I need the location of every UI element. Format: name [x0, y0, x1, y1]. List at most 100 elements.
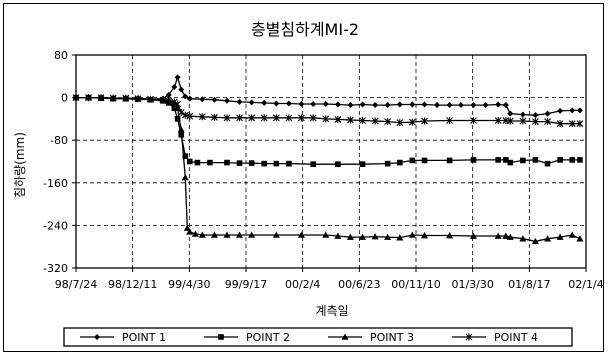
y-tick-label: -320 [43, 262, 68, 275]
data-point [371, 117, 379, 125]
data-point [576, 235, 584, 242]
data-point [384, 102, 391, 109]
data-point [109, 94, 117, 102]
data-point [544, 235, 552, 242]
data-point [260, 114, 268, 122]
data-point [506, 233, 514, 240]
series-group [72, 74, 584, 245]
y-tick-label: -240 [43, 219, 68, 232]
data-point [506, 117, 514, 125]
data-point [519, 111, 526, 118]
data-point [171, 105, 178, 112]
data-point [211, 96, 218, 103]
data-point [174, 74, 181, 81]
data-point [384, 233, 392, 240]
legend-item: POINT 1 [80, 331, 166, 344]
gridlines [76, 55, 586, 268]
data-point [261, 99, 268, 106]
y-axis-label: 침하량(mm) [13, 132, 27, 198]
data-point [85, 94, 92, 102]
legend-item: POINT 2 [204, 331, 290, 344]
data-point [347, 102, 354, 109]
data-point [207, 159, 213, 166]
data-point [191, 230, 199, 237]
data-point [236, 114, 243, 122]
data-point [198, 231, 206, 238]
plot-area [76, 55, 586, 268]
data-point [310, 161, 316, 167]
data-point [334, 115, 342, 123]
legend-marker [218, 334, 224, 340]
data-point [334, 101, 341, 108]
chart-title: 층별침하계MI-2 [251, 20, 359, 39]
data-point [520, 157, 526, 164]
data-point [519, 117, 527, 125]
data-point [298, 100, 305, 107]
data-point [309, 114, 317, 122]
data-point [384, 160, 391, 167]
data-point [72, 94, 80, 102]
data-point [495, 157, 501, 163]
data-point [97, 94, 105, 102]
data-point [236, 231, 244, 238]
data-point [557, 107, 564, 114]
data-point [165, 97, 173, 105]
data-point [397, 159, 403, 166]
y-tick-label: -80 [50, 134, 68, 147]
data-point [434, 102, 441, 109]
data-point [177, 109, 185, 117]
data-point [568, 120, 576, 128]
data-point [297, 231, 305, 238]
data-point [170, 98, 178, 106]
data-point [174, 116, 181, 122]
legend-marker [94, 334, 100, 340]
data-point [532, 157, 539, 163]
data-point [182, 153, 189, 159]
data-point [469, 232, 477, 239]
data-point [446, 232, 454, 239]
data-point [507, 110, 514, 117]
data-point [298, 114, 305, 122]
data-point [177, 126, 185, 133]
data-point [178, 86, 185, 93]
axes [75, 54, 587, 269]
data-point [223, 114, 231, 122]
data-point [261, 160, 268, 167]
data-point [183, 224, 191, 231]
x-tick-label: 98/7/24 [55, 278, 97, 291]
x-tick-label: 99/9/17 [225, 278, 267, 291]
data-point [421, 101, 428, 108]
data-point [482, 102, 489, 109]
data-point [322, 231, 330, 238]
data-point [211, 113, 218, 121]
data-point [248, 99, 255, 106]
data-point [335, 161, 341, 167]
legend-marker [465, 333, 473, 341]
data-point [507, 159, 514, 166]
data-point [421, 157, 428, 164]
series-4 [72, 94, 584, 128]
data-point [347, 116, 354, 124]
data-point [556, 233, 564, 240]
data-point [371, 233, 379, 240]
data-point [557, 157, 563, 163]
data-point [322, 100, 329, 107]
data-point [556, 120, 564, 128]
data-point [421, 232, 428, 239]
data-point [186, 112, 194, 120]
x-tick-label: 02/1/4 [568, 278, 603, 291]
x-tick-label: 01/3/30 [451, 278, 493, 291]
data-point [409, 157, 416, 164]
y-tick-label: 0 [61, 92, 68, 105]
data-point [494, 116, 502, 124]
data-point [248, 160, 255, 166]
data-point [519, 235, 527, 242]
data-point [186, 228, 194, 235]
data-point [359, 161, 366, 167]
data-point [568, 231, 576, 238]
data-point [186, 95, 193, 102]
data-point [408, 231, 416, 238]
x-tick-labels: 98/7/24 98/12/11 99/4/30 99/9/17 00/2/4 00/6/… [55, 268, 604, 291]
x-tick-label: 00/2/4 [285, 278, 320, 291]
series-line [76, 96, 580, 125]
